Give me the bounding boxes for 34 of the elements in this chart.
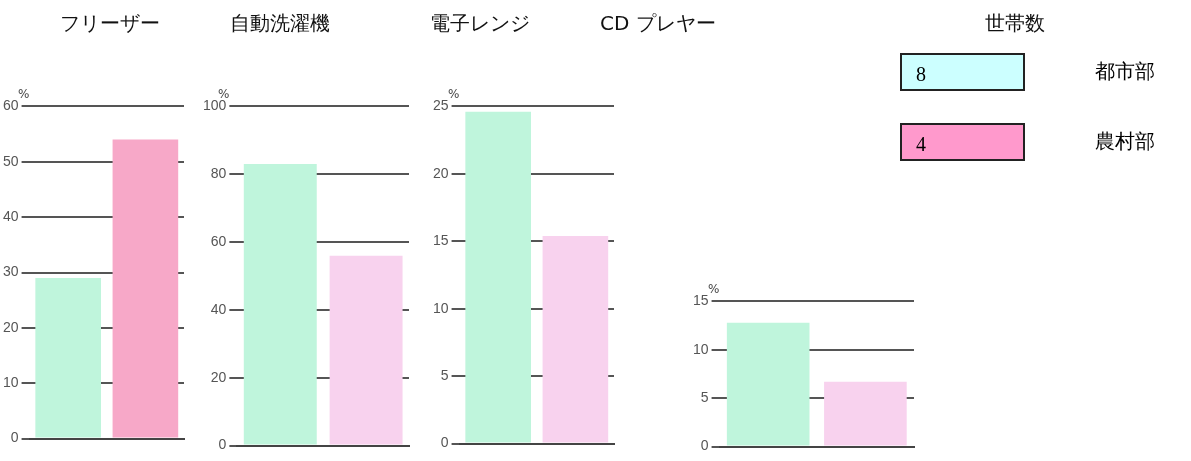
y-tick-label: 15 (692, 292, 709, 309)
y-axis-title: % (448, 87, 460, 101)
y-tick-label: 40 (2, 207, 19, 224)
y-tick-label: 10 (2, 374, 19, 391)
swatch-box: 8 (900, 53, 1025, 91)
y-axis-title: % (18, 87, 30, 101)
y-tick-label: 60 (2, 97, 19, 114)
y-tick-label: 20 (210, 368, 227, 385)
y-tick-label: 0 (440, 434, 449, 451)
chart-title: CD プレヤー (600, 10, 716, 37)
y-tick-label: 0 (10, 429, 19, 446)
text: 世帯数 (985, 10, 1045, 37)
y-tick-label: 40 (210, 300, 227, 317)
text: 都市部 (1095, 58, 1155, 85)
swatch-box: 4 (900, 123, 1025, 161)
text: 農村部 (1095, 128, 1155, 155)
y-axis-title: % (708, 282, 720, 296)
y-tick-label: 50 (2, 152, 19, 169)
y-tick-label: 20 (2, 318, 19, 335)
y-tick-label: 0 (218, 436, 227, 453)
y-tick-label: 15 (432, 232, 449, 249)
y-tick-label: 10 (692, 340, 709, 357)
y-tick-label: 10 (432, 299, 449, 316)
chart-title: フリーザー (60, 10, 160, 37)
y-tick-label: 80 (210, 165, 227, 182)
y-tick-label: 60 (210, 232, 227, 249)
y-tick-label: 30 (2, 263, 19, 280)
y-tick-label: 0 (700, 437, 709, 454)
chart-title: 自動洗濯機 (230, 10, 330, 37)
y-tick-label: 5 (700, 389, 709, 406)
y-tick-label: 5 (440, 367, 449, 384)
y-tick-label: 20 (432, 164, 449, 181)
y-tick-label: 25 (432, 97, 449, 114)
chart-title: 電子レンジ (430, 10, 530, 37)
